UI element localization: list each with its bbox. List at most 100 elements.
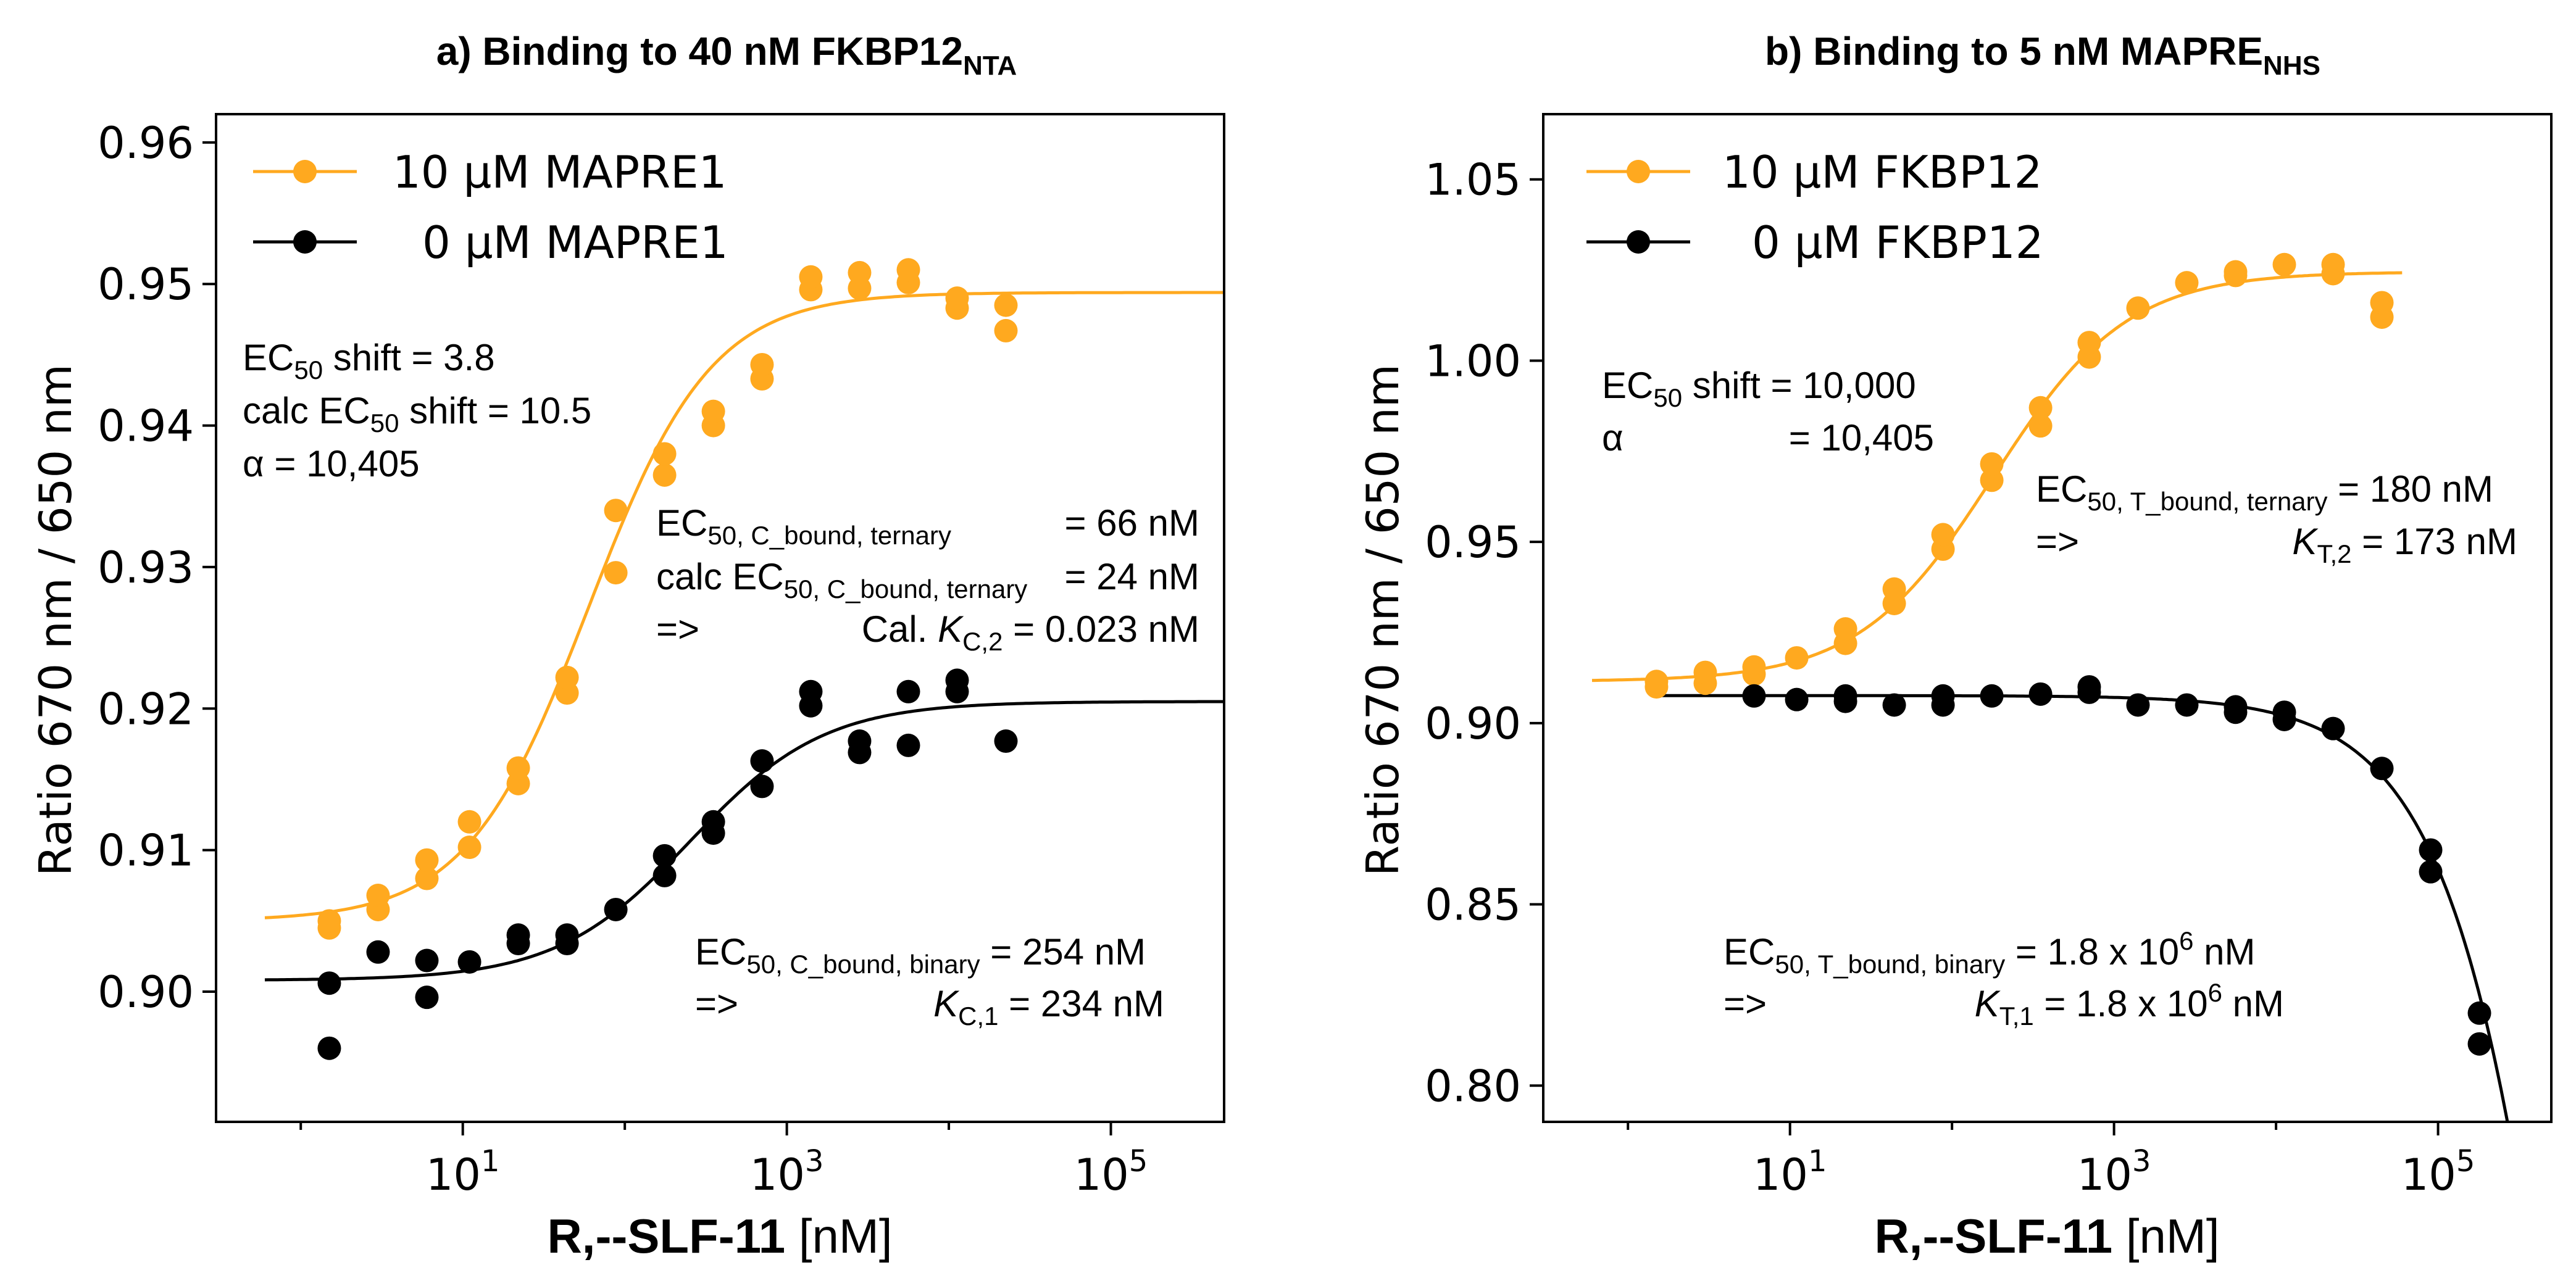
panel-a-x-ticks: 101 103 105 xyxy=(299,1122,1148,1200)
y-tick-label: 0.90 xyxy=(1425,699,1521,749)
fit-curve-series-0 xyxy=(264,291,1224,919)
fit-curve-series-1 xyxy=(264,700,1224,982)
y-tick-label: 0.96 xyxy=(98,118,194,168)
legend-marker-black xyxy=(293,230,317,254)
panel-a-y-axis-label: Ratio 670 nm / 650 nm xyxy=(30,364,81,876)
data-point-series-1 xyxy=(1882,693,1906,717)
data-point-series-0 xyxy=(1833,617,1857,641)
data-point-series-1 xyxy=(1742,684,1766,708)
panel-a-plot-frame xyxy=(215,113,1225,1123)
data-point-series-1 xyxy=(750,749,774,773)
data-point-series-1 xyxy=(2467,1001,2491,1025)
calc-ec50-ternary-text: calc EC50, C_bound, ternary xyxy=(656,556,1027,604)
arrow-binary: => xyxy=(1724,983,1767,1024)
y-tick-label: 0.90 xyxy=(98,967,194,1018)
panel-a: a) Binding to 40 nM FKBP12NTA Ratio 670 … xyxy=(30,29,1225,1263)
data-point-series-0 xyxy=(366,884,390,908)
data-point-series-1 xyxy=(848,729,872,753)
data-point-series-1 xyxy=(2419,838,2443,862)
ec50-shift-text: EC50 shift = 3.8 xyxy=(243,337,495,384)
data-point-series-1 xyxy=(2321,716,2345,740)
data-point-series-0 xyxy=(945,286,969,310)
legend-marker-orange xyxy=(1627,160,1650,183)
alpha-symbol: α xyxy=(1602,417,1624,458)
data-point-series-0 xyxy=(415,848,439,872)
panel-b-title: b) Binding to 5 nM MAPRENHS xyxy=(1765,29,2320,81)
data-point-series-1 xyxy=(506,923,530,947)
y-tick-label: 0.94 xyxy=(98,401,194,452)
data-point-series-0 xyxy=(506,756,530,780)
ec50-shift-text: EC50 shift = 10,000 xyxy=(1602,365,1916,412)
data-point-series-0 xyxy=(701,399,725,423)
panel-b-data-points xyxy=(1644,252,2491,1056)
panel-b-x-ticks: 101 103 105 xyxy=(1627,1122,2475,1200)
y-tick-label: 0.95 xyxy=(98,259,194,310)
data-point-series-0 xyxy=(1785,646,1809,670)
kc2-text: Cal. KC,2 = 0.023 nM xyxy=(862,608,1199,656)
data-point-series-0 xyxy=(1742,655,1766,679)
data-point-series-0 xyxy=(2175,271,2199,295)
data-point-series-1 xyxy=(945,668,969,692)
panel-b-legend-item-0um: 0 µM FKBP12 xyxy=(1586,217,2044,268)
data-point-series-0 xyxy=(652,463,677,487)
data-point-series-1 xyxy=(1980,684,2004,708)
data-point-series-1 xyxy=(415,985,439,1010)
data-point-series-1 xyxy=(1833,684,1857,708)
panel-b-annotation-shift: EC50 shift = 10,000 α = 10,405 xyxy=(1602,365,1934,458)
data-point-series-0 xyxy=(2370,291,2394,315)
x-tick-label: 101 xyxy=(1753,1144,1827,1200)
panel-a-legend-item-10um: 10 µM MAPRE1 xyxy=(253,146,727,198)
data-point-series-0 xyxy=(1931,523,1955,547)
ec50-ternary-value: = 66 nM xyxy=(1065,502,1199,544)
data-point-series-1 xyxy=(1785,687,1809,711)
data-point-series-0 xyxy=(457,836,481,860)
data-point-series-1 xyxy=(366,940,390,964)
alpha-text: α = 10,405 xyxy=(243,443,420,484)
calc-ec50-ternary-value: = 24 nM xyxy=(1065,556,1199,597)
data-point-series-1 xyxy=(701,810,725,834)
data-point-series-1 xyxy=(994,729,1018,753)
panel-b-fit-curves xyxy=(1592,271,2509,1122)
data-point-series-1 xyxy=(604,897,628,921)
data-point-series-1 xyxy=(799,679,823,703)
y-tick-label: 0.80 xyxy=(1425,1061,1521,1111)
panel-b-y-ticks: 0.80 0.85 0.90 0.95 1.00 1.05 xyxy=(1425,155,1543,1111)
kc1-text: KC,1 = 234 nM xyxy=(933,983,1164,1031)
arrow-ternary: => xyxy=(2036,521,2079,562)
data-point-series-1 xyxy=(457,950,481,974)
y-tick-label: 0.91 xyxy=(98,826,194,876)
data-point-series-0 xyxy=(415,866,439,890)
data-point-series-1 xyxy=(896,733,920,757)
data-point-series-0 xyxy=(2224,260,2248,284)
data-point-series-0 xyxy=(457,810,481,834)
data-point-series-0 xyxy=(604,561,628,585)
y-tick-label: 0.95 xyxy=(1425,517,1521,568)
legend-label-0um-mapre1: 0 µM MAPRE1 xyxy=(422,217,728,268)
panel-a-legend: 10 µM MAPRE1 0 µM MAPRE1 xyxy=(253,146,728,268)
data-point-series-1 xyxy=(896,679,920,703)
x-tick-label: 103 xyxy=(750,1144,824,1200)
panel-b-y-axis-label: Ratio 670 nm / 650 nm xyxy=(1357,364,1409,876)
y-tick-label: 1.05 xyxy=(1425,155,1521,205)
panel-a-annotation-ternary: EC50, C_bound, ternary = 66 nM calc EC50… xyxy=(656,502,1199,656)
data-point-series-1 xyxy=(555,923,579,947)
data-point-series-0 xyxy=(848,260,872,284)
x-tick-label: 101 xyxy=(426,1144,500,1200)
data-point-series-1 xyxy=(2370,757,2394,781)
data-point-series-1 xyxy=(652,844,677,868)
data-point-series-1 xyxy=(317,971,341,995)
data-point-series-0 xyxy=(652,442,677,466)
panel-b-plot-frame xyxy=(1542,113,2553,1123)
data-point-series-0 xyxy=(2321,252,2345,276)
data-point-series-1 xyxy=(415,948,439,973)
data-point-series-0 xyxy=(799,265,823,289)
panel-a-x-axis-label: R,--SLF-11 [nM] xyxy=(547,1209,892,1263)
data-point-series-1 xyxy=(2419,860,2443,884)
ec50-ternary-text: EC50, T_bound, ternary = 180 nM xyxy=(2036,468,2493,516)
data-point-series-0 xyxy=(2028,414,2053,438)
panel-a-data-points xyxy=(317,258,1018,1060)
kt1-text: KT,1 = 1.8 x 106 nM xyxy=(1975,978,2284,1031)
legend-marker-black xyxy=(1627,230,1650,254)
data-point-series-0 xyxy=(1980,452,2004,476)
